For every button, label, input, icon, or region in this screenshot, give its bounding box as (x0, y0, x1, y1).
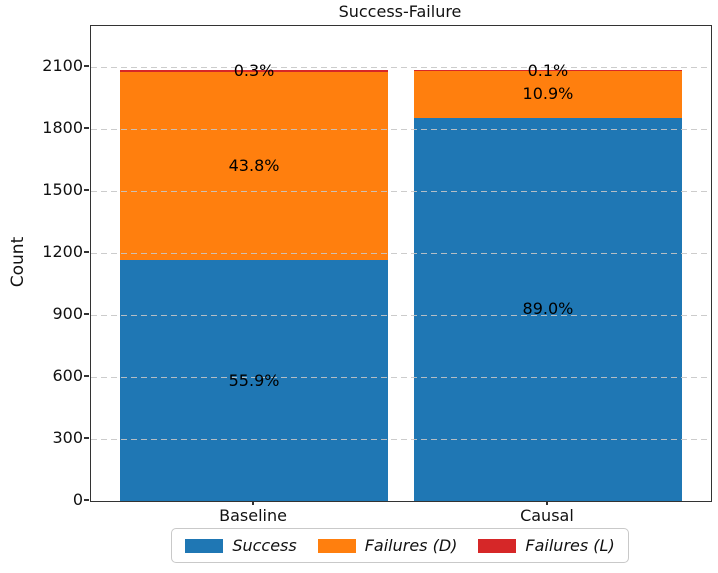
legend-box: Success Failures (D) Failures (L) (171, 528, 629, 563)
y-tick-label: 600 (52, 366, 83, 386)
y-tick-mark (84, 127, 89, 130)
bar-segment-label: 0.1% (527, 60, 569, 80)
gridline (91, 376, 711, 378)
bar-segment-failures-d (120, 71, 388, 261)
gridline (91, 438, 711, 440)
y-tick-label: 2100 (42, 56, 83, 76)
y-tick-label: 1500 (42, 180, 83, 200)
legend-item-failures-l: Failures (L) (478, 536, 615, 555)
legend-label: Failures (D) (364, 536, 458, 555)
y-tick-label: 0 (72, 490, 83, 509)
bar-segment-label: 0.3% (233, 61, 275, 81)
bar-segment-success (120, 260, 388, 501)
bar-segment-label: 55.9% (228, 370, 280, 390)
gridline (91, 252, 711, 254)
y-tick-mark (84, 375, 89, 378)
legend-swatch-success (185, 538, 224, 553)
legend: Success Failures (D) Failures (L) (90, 528, 710, 563)
legend-swatch-failures-l (478, 538, 517, 553)
gridline (91, 314, 711, 316)
legend-item-success: Success (185, 536, 297, 555)
x-tick-mark (545, 500, 548, 505)
y-tick-mark (84, 65, 89, 68)
bar-segment-success (414, 117, 682, 501)
legend-label: Success (232, 536, 297, 555)
bar-segment-failures-l (120, 70, 388, 72)
gridline (91, 190, 711, 192)
x-tick-mark (252, 500, 255, 505)
y-tick-mark (84, 189, 89, 192)
plot-area: 55.9% 43.8% 0.3% 89.0% 10.9% 0.1% (90, 25, 712, 502)
y-tick-label: 1800 (42, 118, 83, 138)
gridline (91, 66, 711, 68)
bar-segment-failures-d (414, 70, 682, 118)
bar-segment-label: 43.8% (228, 155, 280, 175)
legend-swatch-failures-d (317, 538, 356, 553)
y-tick-label: 1200 (42, 242, 83, 262)
gridline (91, 128, 711, 130)
legend-label: Failures (L) (525, 536, 615, 555)
bar-segment-label: 89.0% (522, 299, 574, 319)
chart-title: Success-Failure (338, 2, 462, 21)
y-tick-mark (84, 437, 89, 440)
bar-segment-label: 10.9% (522, 84, 574, 104)
x-tick-label-causal: Causal (520, 506, 574, 525)
y-tick-label: 300 (52, 428, 83, 448)
y-tick-mark (84, 499, 89, 501)
bar-segment-failures-l (414, 70, 682, 71)
y-tick-label: 900 (52, 304, 83, 324)
y-tick-mark (84, 251, 89, 254)
x-tick-label-baseline: Baseline (219, 506, 287, 525)
y-tick-mark (84, 313, 89, 316)
legend-item-failures-d: Failures (D) (317, 536, 458, 555)
